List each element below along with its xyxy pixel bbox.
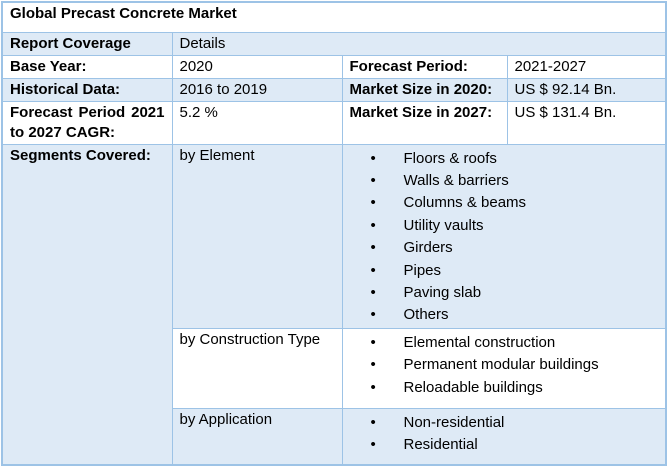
- segments-construction-row: by Construction Type Elemental construct…: [2, 327, 667, 409]
- report-coverage-value: Details: [171, 31, 667, 56]
- cagr-row: Forecast Period 2021 to 2027 CAGR: 5.2 %…: [1, 100, 667, 145]
- base-year-value: 2020: [171, 54, 343, 79]
- segments-covered-label: Segments Covered:: [1, 143, 173, 466]
- historical-data-label: Historical Data:: [1, 77, 173, 102]
- segment-item: Girders: [350, 237, 659, 259]
- segment-item: Pipes: [350, 260, 659, 282]
- segment-item: Residential: [350, 434, 659, 456]
- segment-item: Others: [350, 304, 659, 326]
- segment-item: Utility vaults: [350, 215, 659, 237]
- cagr-label: Forecast Period 2021 to 2027 CAGR:: [1, 100, 173, 145]
- segment-group-name-application: by Application: [171, 407, 343, 466]
- coverage-row: Report Coverage Details: [1, 31, 667, 56]
- market-size-2027-label: Market Size in 2027:: [341, 100, 508, 145]
- base-year-label: Base Year:: [1, 54, 173, 79]
- table-title: Global Precast Concrete Market: [1, 1, 667, 33]
- segment-item: Non-residential: [350, 412, 659, 434]
- segment-items-list-application: Non-residentialResidential: [350, 412, 659, 457]
- segment-item: Permanent modular buildings: [350, 354, 659, 376]
- segments-application-row: by Application Non-residentialResidentia…: [2, 407, 667, 466]
- segment-item: Walls & barriers: [350, 170, 659, 192]
- segment-item: Columns & beams: [350, 192, 659, 214]
- forecast-period-label: Forecast Period:: [341, 54, 508, 79]
- market-size-2020-value: US $ 92.14 Bn.: [506, 77, 667, 102]
- segment-items-cell-construction: Elemental constructionPermanent modular …: [341, 327, 667, 409]
- historical-data-row: Historical Data: 2016 to 2019 Market Siz…: [1, 77, 667, 102]
- report-coverage-label: Report Coverage: [1, 31, 173, 56]
- base-year-row: Base Year: 2020 Forecast Period: 2021-20…: [1, 54, 667, 79]
- historical-data-value: 2016 to 2019: [171, 77, 343, 102]
- segment-item: Reloadable buildings: [350, 377, 659, 399]
- segment-items-cell-element: Floors & roofsWalls & barriersColumns & …: [341, 143, 667, 329]
- title-row: Global Precast Concrete Market: [1, 1, 667, 33]
- segment-group-name-element: by Element: [171, 143, 343, 329]
- forecast-period-value: 2021-2027: [506, 54, 667, 79]
- cagr-value: 5.2 %: [171, 100, 343, 145]
- segment-group-name-construction: by Construction Type: [171, 327, 343, 409]
- market-size-2020-label: Market Size in 2020:: [341, 77, 508, 102]
- segments-element-row: Segments Covered: by Element Floors & ro…: [1, 143, 667, 466]
- market-size-2027-value: US $ 131.4 Bn.: [506, 100, 667, 145]
- segment-items-list-element: Floors & roofsWalls & barriersColumns & …: [350, 148, 659, 327]
- segment-items-list-construction: Elemental constructionPermanent modular …: [350, 332, 659, 399]
- segment-item: Paving slab: [350, 282, 659, 304]
- segment-item: Floors & roofs: [350, 148, 659, 170]
- segment-items-cell-application: Non-residentialResidential: [341, 407, 667, 466]
- segment-item: Elemental construction: [350, 332, 659, 354]
